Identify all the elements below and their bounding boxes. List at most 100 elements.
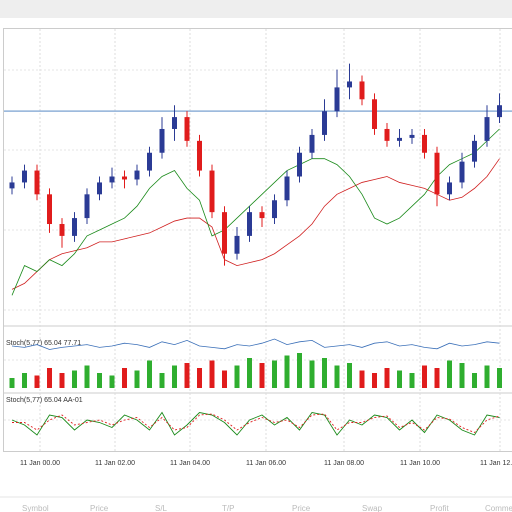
indicator-bar [209,360,215,388]
candle-body [147,152,152,171]
indicator-label: Stoch(5,77) 65.04 AA-01 [6,397,83,404]
indicator-bar [334,365,340,388]
stoch-signal [12,413,500,434]
indicator-bar [384,368,390,388]
candle-body [34,170,40,195]
candle-body [59,224,65,236]
indicator-bar [84,365,90,388]
candle-body [472,140,477,162]
candle-body [384,128,390,141]
candle-body [9,182,15,189]
indicator-bar [9,378,15,388]
candle-body [234,235,240,254]
column-header: S/L [155,504,168,512]
indicator-bar [247,358,252,388]
column-header: Profit [430,504,449,512]
indicator-bar [172,365,177,388]
indicator-bar [322,358,327,388]
candle-body [347,81,352,88]
candle-body [459,161,465,183]
candle-body [172,117,177,129]
indicator-bar [147,360,152,388]
indicator-bar [359,370,365,388]
candle-body [372,99,377,129]
stoch-main [11,411,500,436]
column-header: T/P [222,504,234,512]
indicator-bar [34,375,40,388]
top-bar [0,0,512,18]
candle-body [197,140,202,171]
candle-body [422,134,427,153]
candle-body [184,117,190,141]
indicator-bar [472,373,477,388]
indicator-bar [372,373,377,388]
candle-body [159,128,165,153]
candle-body [134,170,140,180]
indicator-bar [447,360,452,388]
time-label: 11 Jan 00.00 [20,460,60,467]
time-label: 11 Jan 10.00 [400,460,440,467]
candle-body [47,194,52,225]
indicator-bar [347,363,352,388]
candle-body [322,111,327,135]
candle-body [409,134,415,138]
indicator-bar [72,370,77,388]
indicator-bar [422,365,427,388]
indicator-bar [159,373,165,388]
indicator-bar [122,368,127,388]
candle-body [84,194,90,219]
candle-body [309,134,315,153]
candle-body [447,182,452,195]
indicator-bar [434,368,440,388]
column-header: Price [90,504,109,512]
indicator-bar [272,360,277,388]
indicator-bar [459,363,465,388]
column-header: Swap [362,504,383,512]
candle-body [97,182,102,195]
candle-body [397,137,402,141]
candle-body [209,170,215,213]
column-header: Comment [485,504,512,512]
moving-average [11,158,500,290]
candle-body [22,170,27,183]
candle-body [247,212,252,236]
indicator-label: Stoch(5,77) 65.04 77.71 [6,340,81,347]
indicator-bar [134,370,140,388]
indicator-bar [109,375,115,388]
candle-body [284,176,290,201]
time-label: 11 Jan 08.00 [324,460,364,467]
indicator-bar [222,370,227,388]
indicator-bar [184,363,190,388]
candle-body [359,81,365,100]
indicator-bar [409,373,415,388]
time-label: 11 Jan 02.00 [95,460,135,467]
lower-band [11,128,500,296]
indicator-bar [22,373,27,388]
candle-body [109,176,115,183]
indicator-bar [97,373,102,388]
indicator-bar [397,370,402,388]
indicator-bar [309,360,315,388]
time-label: 11 Jan 04.00 [170,460,210,467]
candle-body [222,212,227,254]
time-label: 11 Jan 06.00 [246,460,286,467]
indicator-bar [197,368,202,388]
candle-body [122,176,127,180]
indicator-bar [497,368,502,388]
indicator-line [11,338,500,350]
indicator-bar [59,373,65,388]
time-label: 11 Jan 12.00 [480,460,512,467]
indicator-bar [47,368,52,388]
candle-body [259,212,265,219]
column-header: Symbol [22,504,49,512]
chart-frame [3,28,512,452]
column-header: Price [292,504,311,512]
indicator-bar [234,365,240,388]
indicator-bar [259,363,265,388]
indicator-bar [297,353,302,388]
candle-body [497,105,502,118]
indicator-bar [484,365,490,388]
indicator-bar [284,355,290,388]
candle-body [72,218,77,236]
